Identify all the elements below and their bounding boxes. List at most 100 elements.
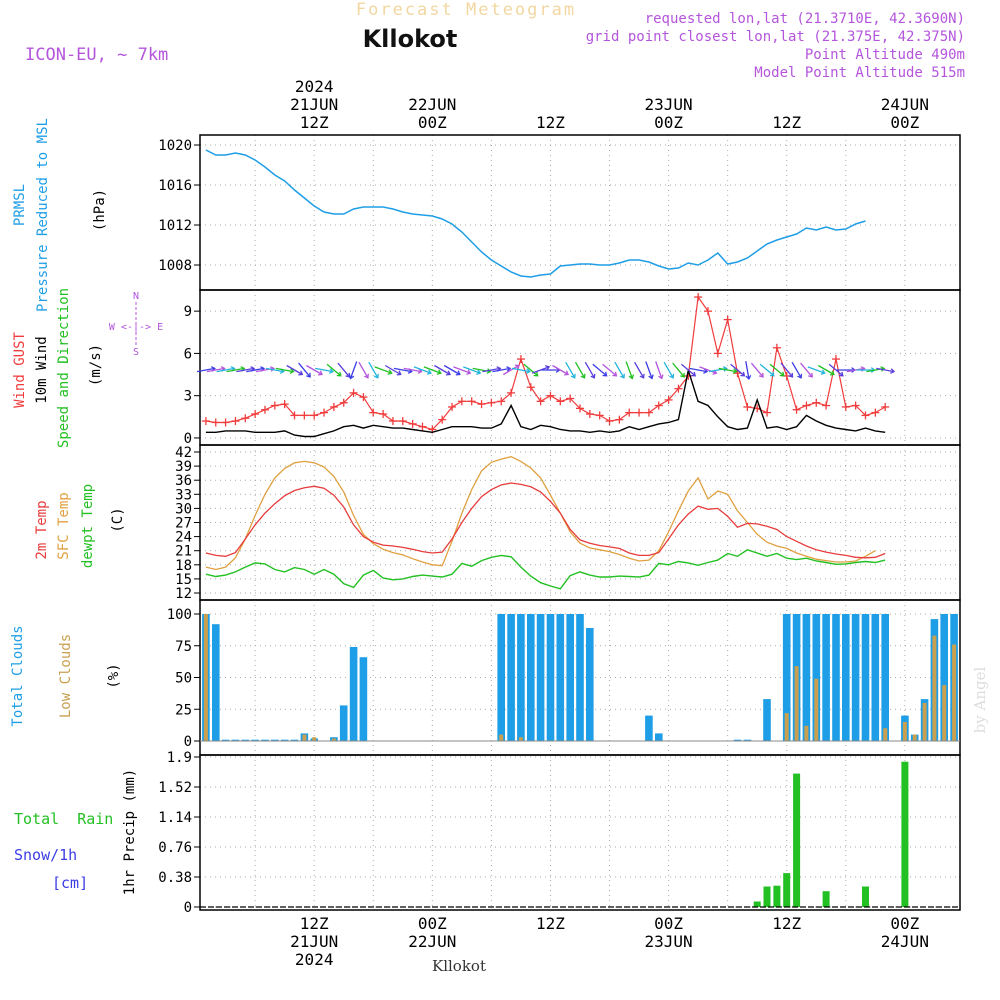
wind-arrow <box>769 363 785 377</box>
wind-arrow-head <box>639 373 645 379</box>
wind-arrow <box>552 364 569 376</box>
gust-line <box>205 295 886 431</box>
wind-arrow-head <box>590 373 596 379</box>
wind-arrow <box>482 367 501 373</box>
wind-arrow <box>531 366 550 374</box>
wind-arrow <box>349 361 358 379</box>
total-cloud-bar <box>271 739 279 741</box>
wind-arrow <box>574 361 586 379</box>
wind-arrow <box>265 367 284 373</box>
wind-arrow <box>634 361 645 379</box>
rain-bar <box>793 773 801 907</box>
wind-arrow <box>602 363 617 377</box>
wind-arrow <box>592 363 608 377</box>
wind-arrow <box>286 364 303 376</box>
wind-arrow <box>780 362 793 378</box>
wind-arrow <box>413 366 432 374</box>
y-tick-label: 15 <box>175 572 192 588</box>
total-cloud-bar <box>497 614 505 741</box>
wind-arrow <box>625 361 633 379</box>
wind-arrow-head <box>564 370 570 376</box>
low-cloud-bar <box>784 713 789 741</box>
bottom-date-label: 23JUN <box>645 932 693 951</box>
wind-arrow <box>876 367 895 373</box>
snow-unit: [cm] <box>52 874 88 892</box>
wind-arrow <box>492 367 511 373</box>
low-cloud-bar <box>942 685 947 741</box>
wind-arrow-head <box>745 375 752 380</box>
wind-arrow <box>463 366 481 374</box>
watermark: by Angel <box>971 666 989 733</box>
total-cloud-bar <box>359 657 368 741</box>
total-cloud-bar <box>655 733 663 741</box>
total-cloud-bar <box>802 614 811 741</box>
wind-arrow-head <box>788 372 794 378</box>
prmsl-unit: (hPa) <box>92 189 108 231</box>
total-cloud-bar <box>832 614 840 741</box>
wind-arrow-head <box>722 366 728 372</box>
y-tick-label: 42 <box>175 445 192 461</box>
wind-arrow <box>689 367 708 373</box>
requested-point: requested lon,lat (21.3710E, 42.3690N) <box>645 11 965 27</box>
wind-arrow-head <box>628 374 635 380</box>
wind-arrow <box>745 360 750 380</box>
y-tick-label: 0.76 <box>158 840 192 856</box>
wind-arrow-head <box>758 372 764 378</box>
rain-bar <box>773 885 781 907</box>
total-cloud-bar <box>881 614 889 741</box>
y-tick-label: 25 <box>175 702 192 718</box>
wind-arrow-head <box>619 373 625 379</box>
wind-arrow-head <box>486 368 492 374</box>
top-time-label: 12Z <box>772 113 801 132</box>
y-tick-label: 33 <box>175 487 192 503</box>
y-tick-label: 100 <box>167 607 192 623</box>
top-date-label: 22JUN <box>408 95 456 114</box>
wind-arrow-head <box>289 368 295 374</box>
wind-arrow <box>511 367 530 373</box>
total-cloud-bar <box>507 614 515 741</box>
bottom-time-label: 12Z <box>536 914 565 933</box>
total-cloud-bar <box>261 739 269 741</box>
wind-arrow-head <box>455 370 461 376</box>
wind-arrow-head <box>658 374 664 380</box>
wind-arrow-head <box>364 373 369 379</box>
wind-arrow <box>645 361 653 379</box>
total-cloud-bar <box>576 614 584 741</box>
wind-arrow-head <box>612 371 618 377</box>
y-tick-label: 75 <box>175 639 192 655</box>
wind-arrow-head <box>808 372 813 378</box>
y-tick-label: 1016 <box>158 178 192 194</box>
wind-arrow <box>374 366 392 374</box>
total-cloud-bar <box>536 614 545 741</box>
wind-arrow-head <box>820 369 826 375</box>
rain-bar <box>753 901 761 907</box>
wind-arrow-head <box>602 371 608 377</box>
rain-bar <box>763 886 771 907</box>
y-tick-label: 12 <box>175 586 192 602</box>
wind-arrow <box>730 363 745 377</box>
rain-bar <box>901 761 909 907</box>
wind-arrow-head <box>691 371 697 377</box>
wind-arrow <box>403 367 422 373</box>
wind-arrow-head <box>436 369 442 375</box>
top-time-label: 00Z <box>418 113 447 132</box>
wind-arrow-head <box>298 370 304 376</box>
wind-arrow-head <box>387 369 393 375</box>
wind-arrow-head <box>880 366 886 372</box>
total-cloud-bar <box>586 628 594 741</box>
wind-arrow-head <box>703 368 709 374</box>
sfc-label: SFC Temp <box>56 492 72 559</box>
wind-arrow <box>718 367 737 373</box>
wind-arrow-head <box>740 371 746 377</box>
y-tick-label: 1.52 <box>158 780 192 796</box>
y-tick-label: 39 <box>175 459 192 475</box>
snow-label: Snow/1h <box>14 846 77 864</box>
total-cloud-bar <box>527 614 535 741</box>
y-tick-label: 50 <box>175 671 192 687</box>
wind-arrow <box>828 363 844 377</box>
total-cloud-bar <box>940 614 948 741</box>
temp2m-line <box>205 482 886 559</box>
low-cloud-bar <box>922 702 927 741</box>
total-cloud-bar <box>241 739 250 741</box>
wind-arrow <box>306 364 323 376</box>
